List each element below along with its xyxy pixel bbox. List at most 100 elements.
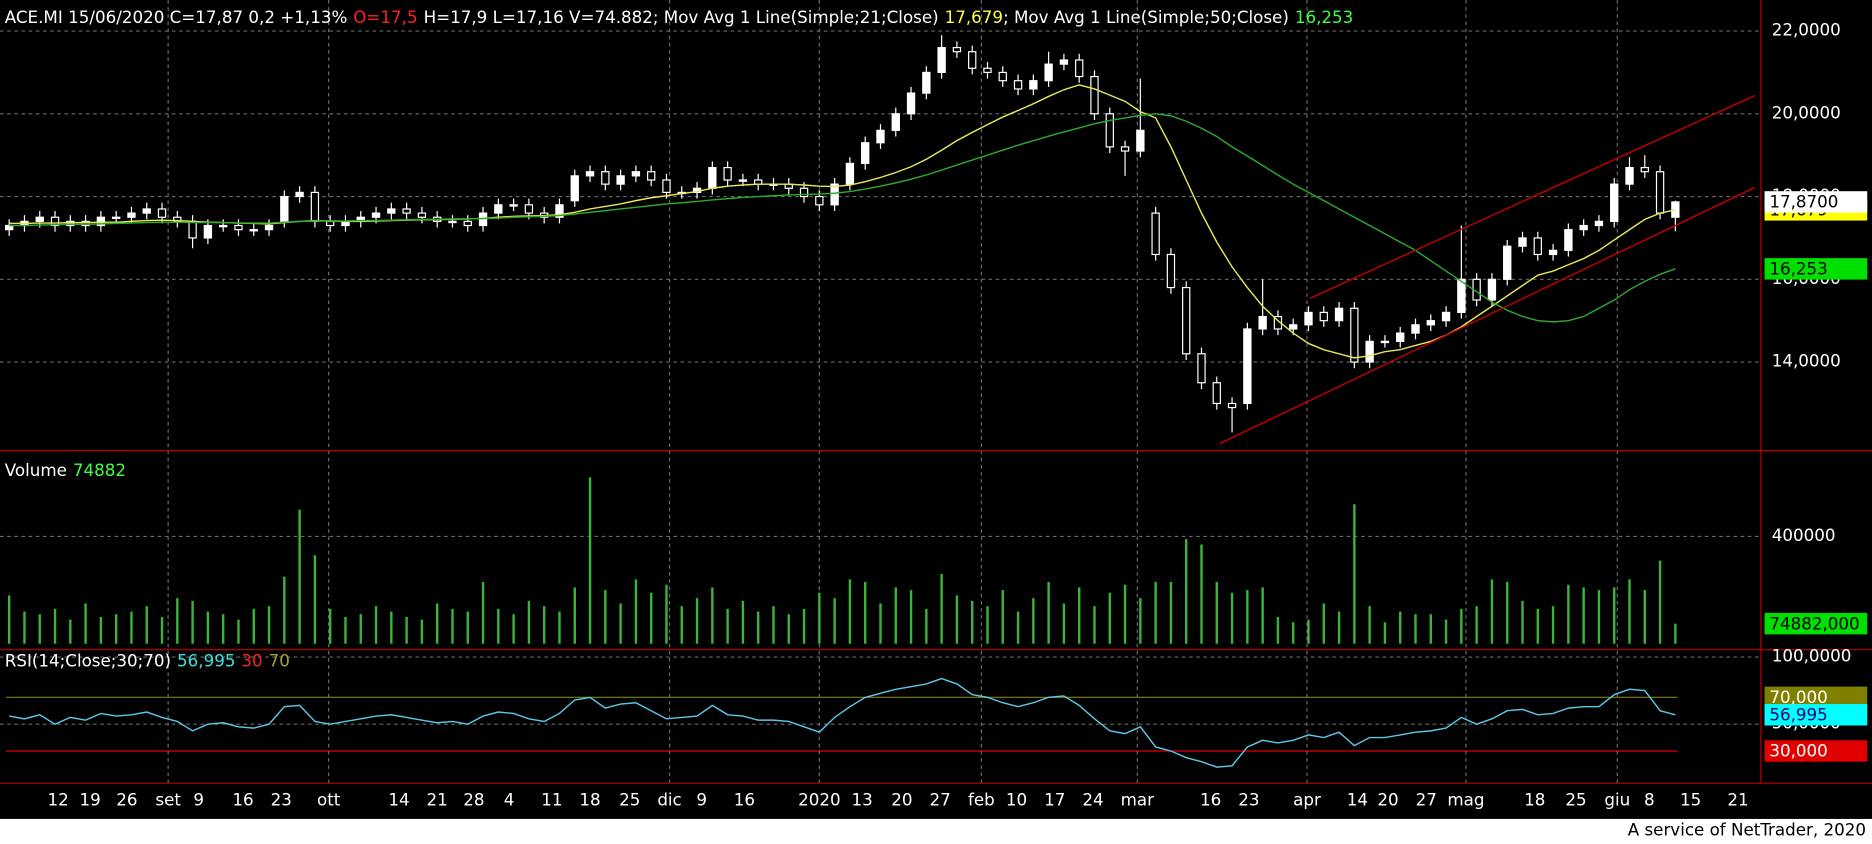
x-tick-label: 14 xyxy=(1347,790,1368,810)
volume-bar xyxy=(879,603,882,644)
x-tick-label: 27 xyxy=(929,790,950,810)
value-marker xyxy=(1764,704,1868,726)
candle-body xyxy=(249,229,258,232)
volume-bar xyxy=(7,595,11,644)
x-tick-label: 20 xyxy=(891,790,912,810)
candle-body xyxy=(111,216,121,220)
candle-body xyxy=(463,220,472,227)
value-marker xyxy=(1764,686,1868,709)
volume-bar xyxy=(1444,619,1448,644)
x-tick-label: 16 xyxy=(734,790,755,810)
x-tick-label: 12 xyxy=(47,790,68,810)
candle-body xyxy=(708,166,717,189)
candle-body xyxy=(387,208,396,214)
volume-bar xyxy=(1200,544,1203,644)
x-tick-label: 21 xyxy=(427,790,448,810)
volume-bar xyxy=(1169,582,1173,644)
volume-bar xyxy=(558,611,561,644)
volume-bar xyxy=(267,606,271,644)
value-marker xyxy=(1764,612,1868,635)
candle-body xyxy=(1564,229,1573,251)
volume-bar xyxy=(1613,587,1616,644)
volume-bar xyxy=(1078,587,1081,644)
candle-body xyxy=(1487,278,1497,301)
candle-body xyxy=(1594,220,1604,227)
volume-bar xyxy=(787,614,790,644)
candle-body xyxy=(1105,113,1114,148)
volume-bar xyxy=(573,587,576,644)
volume-bar xyxy=(971,600,974,644)
volume-bar xyxy=(634,579,638,644)
candle-body xyxy=(815,195,824,206)
volume-bar xyxy=(1154,582,1157,644)
candle-body xyxy=(952,46,962,53)
candle-body xyxy=(326,220,335,227)
candle-body xyxy=(1059,59,1069,65)
volume-bar xyxy=(527,600,531,644)
candle-body xyxy=(1120,146,1130,152)
value-marker-label: 74882,000 xyxy=(1769,613,1859,633)
y-tick-label: 400000 xyxy=(1772,525,1836,545)
candle-body xyxy=(1548,249,1558,256)
volume-bar xyxy=(894,587,897,644)
candle-body xyxy=(478,212,488,227)
x-tick-label: dic xyxy=(657,790,681,810)
volume-bar xyxy=(1658,560,1662,644)
volume-bar xyxy=(1215,582,1218,644)
candle-body xyxy=(417,212,427,218)
volume-bar xyxy=(848,579,852,644)
volume-bar xyxy=(604,590,607,644)
candle-body xyxy=(1304,311,1313,326)
volume-bar xyxy=(772,606,775,644)
volume-bar xyxy=(1001,590,1004,644)
candle-body xyxy=(1503,245,1512,280)
x-tick-label: 23 xyxy=(1238,790,1259,810)
volume-bar xyxy=(114,614,118,644)
panel-title-part: 74882 xyxy=(73,459,126,479)
candle-body xyxy=(371,212,381,218)
volume-bar xyxy=(1276,616,1280,644)
candle-body xyxy=(1625,166,1634,185)
candle-body xyxy=(402,208,411,214)
x-tick-label: 28 xyxy=(463,790,484,810)
candle-body xyxy=(906,92,916,115)
volume-bar xyxy=(1399,611,1402,644)
panel-title-part: O=17,5 xyxy=(353,6,417,26)
volume-bar xyxy=(497,608,500,644)
candle-body xyxy=(127,212,136,218)
candle-body xyxy=(861,142,870,165)
candle-body xyxy=(1457,278,1466,314)
candle-body xyxy=(142,208,151,214)
panel-title-part: 70 xyxy=(269,650,290,670)
rsi-line xyxy=(9,677,1676,768)
y-tick-label: 22,0000 xyxy=(1772,20,1841,40)
volume-bar xyxy=(512,614,515,644)
candle-body xyxy=(555,204,564,218)
x-tick-label: 17 xyxy=(1044,790,1065,810)
volume-bar xyxy=(1429,614,1432,644)
x-tick-label: 18 xyxy=(1524,790,1545,810)
volume-bar xyxy=(1506,582,1509,644)
candle-body xyxy=(1350,307,1359,363)
volume-bar xyxy=(206,611,210,644)
volume-bar xyxy=(1246,590,1249,644)
candle-body xyxy=(1441,311,1451,322)
x-tick-label: 15 xyxy=(1680,790,1701,810)
value-marker-label: 30,000 xyxy=(1769,741,1827,761)
volume-bar xyxy=(1047,582,1050,644)
volume-bar xyxy=(542,606,546,644)
x-tick-label: 2020 xyxy=(798,790,841,810)
panel-title: ACE.MI 15/06/2020 C=17,87 0,2 +1,13% O=17… xyxy=(5,6,1353,26)
candle-body xyxy=(66,220,75,227)
panel-title-part: 17,679 xyxy=(945,6,1003,26)
background xyxy=(0,0,1872,819)
volume-bar xyxy=(221,614,225,644)
panel-title-part: RSI(14;Close;30;70) xyxy=(5,650,171,670)
volume-bar xyxy=(665,584,668,644)
volume-bar xyxy=(1643,590,1646,644)
x-tick-label: 11 xyxy=(541,790,562,810)
volume-bar xyxy=(374,606,378,644)
x-tick-label: 21 xyxy=(1727,790,1748,810)
x-tick-label: 13 xyxy=(852,790,873,810)
volume-bar xyxy=(909,590,913,644)
